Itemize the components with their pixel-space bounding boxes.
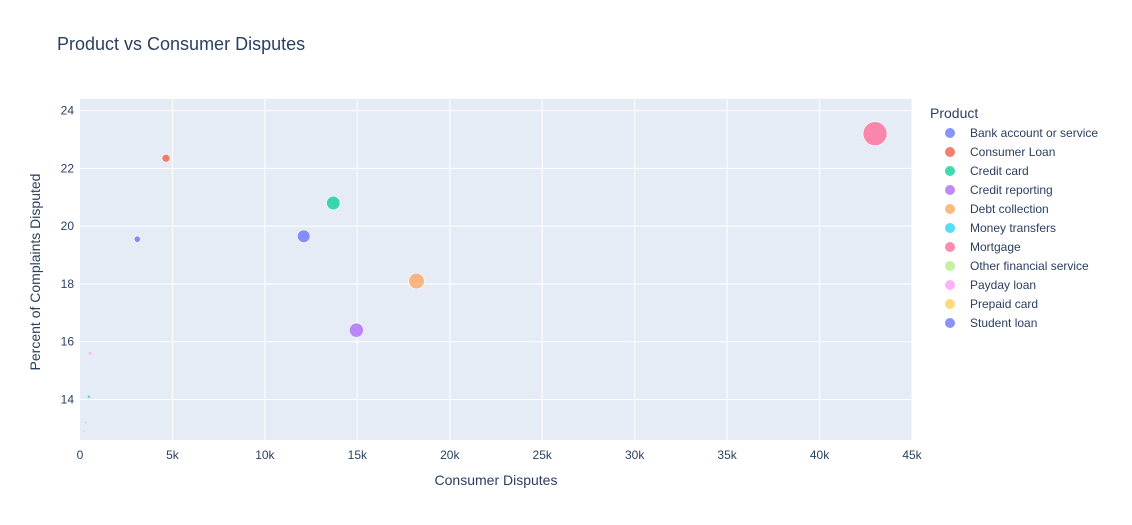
legend-label: Credit card — [970, 164, 1029, 178]
legend-marker — [945, 185, 955, 195]
x-tick-label: 20k — [440, 448, 460, 462]
data-point[interactable] — [408, 272, 425, 290]
plot-background — [80, 99, 912, 440]
legend-item[interactable]: Payday loan — [945, 278, 1036, 292]
legend-marker — [945, 299, 955, 309]
legend-marker — [945, 280, 955, 290]
legend-label: Other financial service — [970, 259, 1089, 273]
legend-label: Student loan — [970, 316, 1037, 330]
x-tick-label: 10k — [255, 448, 275, 462]
y-tick-label: 22 — [61, 161, 75, 175]
legend-label: Debt collection — [970, 202, 1049, 216]
x-tick-label: 45k — [902, 448, 922, 462]
legend-item[interactable]: Credit reporting — [945, 183, 1053, 197]
x-tick-label: 15k — [348, 448, 368, 462]
x-tick-label: 30k — [625, 448, 645, 462]
y-tick-label: 24 — [61, 104, 75, 118]
data-point[interactable] — [349, 322, 364, 338]
y-tick-label: 16 — [61, 335, 75, 349]
legend-marker — [945, 261, 955, 271]
data-point[interactable] — [87, 395, 91, 398]
data-point[interactable] — [88, 351, 92, 355]
legend: Product Bank account or service Consumer … — [930, 105, 1098, 330]
legend-item[interactable]: Student loan — [945, 316, 1037, 330]
data-point[interactable] — [161, 153, 171, 163]
legend-label: Payday loan — [970, 278, 1036, 292]
legend-marker — [945, 204, 955, 214]
data-point[interactable] — [84, 421, 87, 424]
data-points — [82, 121, 888, 433]
legend-marker — [945, 166, 955, 176]
legend-marker — [945, 223, 955, 233]
gridlines — [80, 99, 913, 440]
x-tick-label: 0 — [77, 448, 84, 462]
y-tick-label: 18 — [61, 277, 75, 291]
data-point[interactable] — [133, 235, 141, 243]
data-point[interactable] — [297, 229, 311, 243]
legend-marker — [945, 128, 955, 138]
legend-label: Mortgage — [970, 240, 1021, 254]
legend-item[interactable]: Prepaid card — [945, 297, 1038, 311]
x-axis-label: Consumer Disputes — [435, 472, 558, 488]
data-point[interactable] — [326, 195, 341, 211]
legend-item[interactable]: Bank account or service — [945, 126, 1098, 140]
legend-item[interactable]: Money transfers — [945, 221, 1056, 235]
x-axis-ticks: 0 5k 10k 15k 20k 25k 30k 35k 40k 45k — [77, 448, 923, 462]
data-point[interactable] — [862, 121, 888, 146]
legend-item[interactable]: Consumer Loan — [945, 145, 1055, 159]
legend-marker — [945, 242, 955, 252]
y-tick-label: 20 — [61, 219, 75, 233]
legend-title: Product — [930, 105, 978, 121]
x-tick-label: 5k — [166, 448, 180, 462]
x-tick-label: 35k — [717, 448, 737, 462]
legend-item[interactable]: Debt collection — [945, 202, 1049, 216]
legend-label: Consumer Loan — [970, 145, 1055, 159]
y-axis-label: Percent of Complaints Disputed — [27, 174, 43, 371]
data-point[interactable] — [82, 430, 85, 433]
legend-item[interactable]: Other financial service — [945, 259, 1089, 273]
legend-label: Bank account or service — [970, 126, 1098, 140]
x-tick-label: 25k — [533, 448, 553, 462]
legend-item[interactable]: Mortgage — [945, 240, 1021, 254]
legend-label: Credit reporting — [970, 183, 1053, 197]
legend-label: Money transfers — [970, 221, 1056, 235]
x-tick-label: 40k — [810, 448, 830, 462]
legend-label: Prepaid card — [970, 297, 1038, 311]
legend-marker — [945, 147, 955, 157]
y-tick-label: 14 — [61, 393, 75, 407]
y-axis-ticks: 14 16 18 20 22 24 — [61, 104, 75, 407]
legend-item[interactable]: Credit card — [945, 164, 1029, 178]
chart-title: Product vs Consumer Disputes — [57, 34, 306, 54]
legend-marker — [945, 318, 955, 328]
